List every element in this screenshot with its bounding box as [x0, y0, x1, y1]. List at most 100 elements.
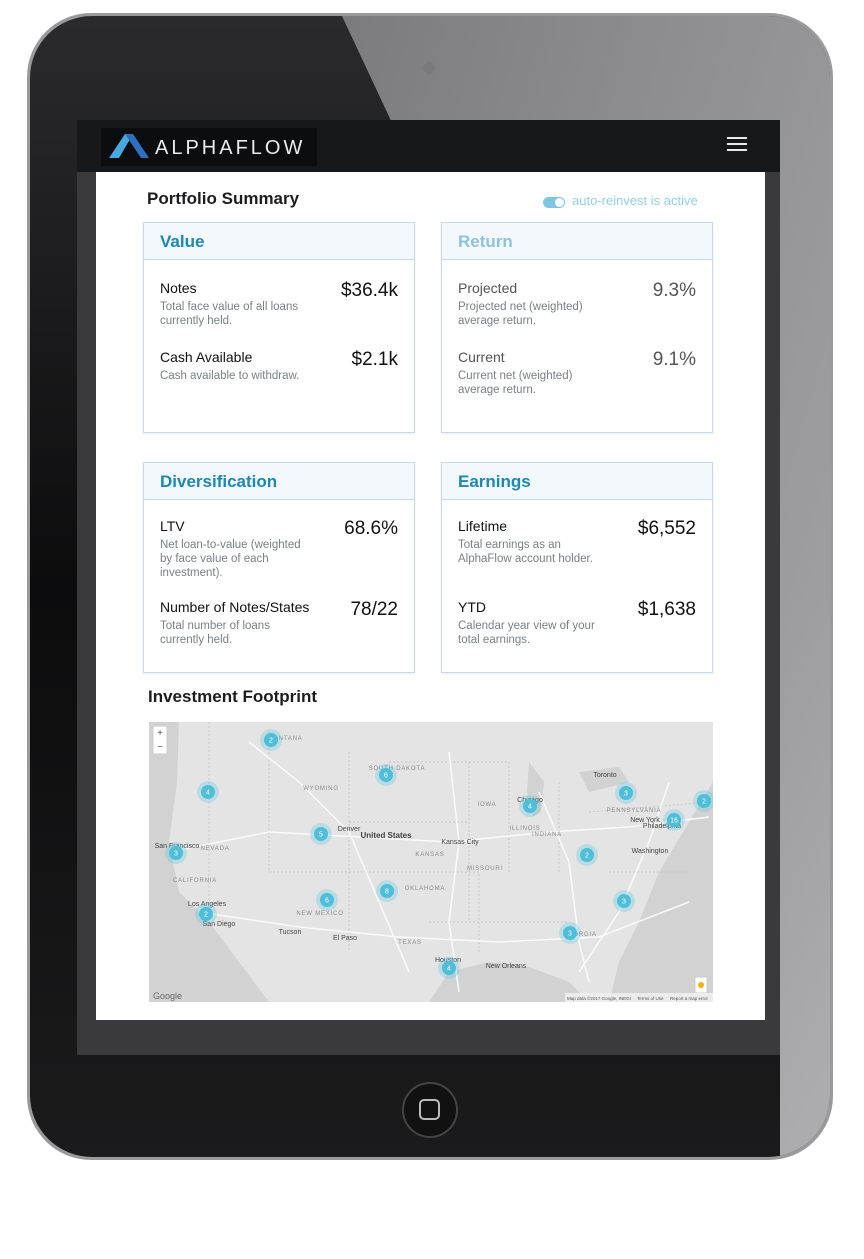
- home-button[interactable]: [402, 1082, 458, 1138]
- zoom-out[interactable]: −: [157, 742, 163, 753]
- camera: [423, 62, 435, 74]
- cluster-count: 3: [622, 899, 626, 906]
- zoom-control: [152, 725, 168, 755]
- map-label: Kansas City: [441, 839, 479, 846]
- metric-description: Total number of loans currently held.: [160, 620, 270, 646]
- cluster-marker[interactable]: [169, 846, 183, 860]
- gulf: [429, 962, 589, 1002]
- cluster-marker[interactable]: [563, 926, 577, 940]
- cluster-count: 2: [585, 853, 589, 860]
- metric-value: 9.3%: [652, 280, 696, 301]
- map-label: Washington: [632, 848, 669, 855]
- zoom-in[interactable]: +: [157, 728, 163, 739]
- card-header: Diversification: [144, 463, 414, 500]
- card-header: Return: [442, 223, 712, 260]
- card-header: Earnings: [442, 463, 712, 500]
- map-label: San Diego: [203, 921, 236, 928]
- map-label: Philadelphia: [643, 823, 681, 830]
- metric-value: 78/22: [350, 599, 398, 620]
- brand-name: ALPHAFLOW: [155, 137, 306, 159]
- metric-value: 9.1%: [652, 349, 696, 370]
- map-label: United States: [360, 831, 412, 840]
- road: [168, 816, 710, 853]
- home-icon: [419, 1099, 440, 1120]
- map-label: PENNSYLVANIA: [607, 808, 662, 814]
- cluster-marker[interactable]: [199, 907, 213, 921]
- metric-description: Total earnings as an AlphaFlow account h…: [458, 539, 593, 565]
- map-label: WYOMING: [303, 786, 339, 792]
- metric-label: Projected: [458, 280, 518, 296]
- cluster-marker[interactable]: [697, 794, 711, 808]
- state-border: [268, 732, 349, 873]
- section-title: Investment Footprint: [148, 687, 318, 706]
- cluster-count: 6: [384, 773, 388, 780]
- card-header: Value: [144, 223, 414, 260]
- brand[interactable]: ALPHAFLOW: [101, 128, 317, 166]
- cluster-count: 4: [528, 804, 532, 811]
- cluster-count: 4: [447, 966, 451, 973]
- map-label: NEW MEXICO: [296, 911, 343, 917]
- metric-value: $6,552: [637, 518, 696, 539]
- cluster-count: 4: [206, 790, 210, 797]
- metric-label: YTD: [458, 599, 486, 615]
- map-label: El Paso: [333, 935, 357, 942]
- metric-value: $36.4k: [340, 280, 398, 301]
- card: Return Projected Projected net (weighted) …: [441, 222, 713, 433]
- pegman: [698, 982, 704, 988]
- map-label: Denver: [338, 826, 361, 833]
- map-label: Tucson: [279, 929, 302, 936]
- metric-value: 68.6%: [344, 518, 398, 539]
- cluster-count: 2: [204, 912, 208, 919]
- metric-value: $1,638: [637, 599, 696, 620]
- metric-label: Notes: [160, 280, 197, 296]
- metric-description: Cash available to withdraw.: [160, 370, 300, 382]
- map-label: ILLINOIS: [509, 826, 540, 832]
- cluster-marker[interactable]: [619, 786, 633, 800]
- ocean-east: [609, 782, 713, 1002]
- menu-button[interactable]: [727, 137, 747, 155]
- cluster-marker[interactable]: [380, 884, 394, 898]
- map-label: Toronto: [593, 772, 616, 779]
- cluster-count: 16: [670, 818, 678, 825]
- map-label: CALIFORNIA: [173, 878, 217, 884]
- map-label: Los Angeles: [188, 901, 227, 908]
- cluster-count: 3: [568, 931, 572, 938]
- map[interactable]: MONTANA SOUTH DAKOTA WYOMING NEVADA CALIFORN…: [149, 722, 713, 1002]
- cluster-marker[interactable]: [523, 799, 537, 813]
- cluster-marker[interactable]: [617, 894, 631, 908]
- road: [198, 901, 690, 943]
- map-logo: Google: [153, 991, 182, 1001]
- map-label: Houston: [435, 957, 461, 964]
- map-label: KANSAS: [415, 852, 444, 858]
- cluster-marker[interactable]: [379, 768, 393, 782]
- cluster-marker[interactable]: [201, 785, 215, 799]
- cluster-marker[interactable]: [667, 813, 681, 827]
- cluster-count: 2: [269, 738, 273, 745]
- card: Earnings Lifetime Total earnings as an Alp…: [441, 462, 713, 673]
- cluster-count: 8: [385, 889, 389, 896]
- cluster-marker[interactable]: [320, 893, 334, 907]
- map-label: MONTANA: [267, 736, 302, 742]
- card-title: Earnings: [458, 472, 531, 491]
- logo: [109, 134, 149, 158]
- section-title: Portfolio Summary: [147, 189, 300, 208]
- metric-description: Calendar year view of your total earning…: [458, 620, 595, 646]
- cluster-count: 3: [174, 851, 178, 858]
- cluster-marker[interactable]: [442, 961, 456, 975]
- map-attribution: Map data ©2017 Google, INEGI: [567, 995, 631, 1001]
- metric-description: Projected net (weighted) average return.: [458, 301, 583, 327]
- card-title: Diversification: [160, 472, 278, 491]
- metric-value: $2.1k: [351, 349, 398, 370]
- map-attribution[interactable]: Terms of Use: [637, 996, 664, 1001]
- card-title: Return: [458, 232, 513, 251]
- card-title: Value: [160, 232, 205, 251]
- map-label: OKLAHOMA: [405, 886, 445, 892]
- screen: ALPHAFLOW Portfolio Summary auto-reinves…: [77, 120, 780, 1055]
- cluster-marker[interactable]: [580, 848, 594, 862]
- card: Diversification LTV Net loan-to-value (wei…: [143, 462, 415, 673]
- cluster-marker[interactable]: [264, 733, 278, 747]
- cluster-marker[interactable]: [314, 827, 328, 841]
- glare: [342, 16, 830, 1157]
- map-attribution[interactable]: Report a map error: [670, 996, 709, 1001]
